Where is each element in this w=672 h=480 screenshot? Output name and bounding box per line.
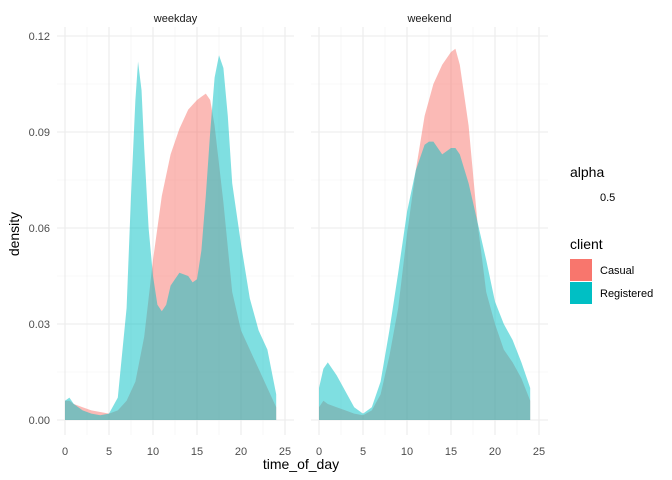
y-axis-tick-labels: 0.00 0.03 0.06 0.09 0.12 [29, 31, 50, 427]
x-tick-label: 15 [445, 446, 457, 458]
legend-alpha-value: 0.5 [600, 192, 615, 204]
x-tick-label: 0 [62, 446, 68, 458]
legend-alpha-title: alpha [570, 164, 604, 180]
density-areas-weekend [319, 48, 531, 421]
legend-label-casual: Casual [600, 265, 634, 277]
x-tick-label: 5 [106, 446, 112, 458]
legend: alpha 0.5 client Casual Registered [570, 164, 653, 304]
panel-weekday: weekday [57, 13, 294, 435]
x-tick-label: 20 [489, 446, 501, 458]
facet-label-weekday: weekday [153, 13, 198, 25]
y-tick-label: 0.06 [29, 223, 50, 235]
density-areas-weekday [65, 55, 277, 420]
density-area-registered-weekday [65, 55, 277, 420]
x-tick-label: 20 [235, 446, 247, 458]
y-tick-label: 0.03 [29, 319, 50, 331]
x-axis-tick-labels-weekend: 0 5 10 15 20 25 [316, 446, 545, 458]
x-tick-label: 25 [279, 446, 291, 458]
y-tick-label: 0.12 [29, 31, 50, 43]
x-tick-label: 10 [401, 446, 413, 458]
legend-client-title: client [570, 236, 603, 252]
x-axis-title: time_of_day [263, 456, 339, 472]
x-tick-label: 0 [316, 446, 322, 458]
legend-label-registered: Registered [600, 288, 653, 300]
panel-weekend: weekend [311, 13, 548, 435]
x-axis-tick-labels-weekday: 0 5 10 15 20 25 [62, 446, 291, 458]
density-area-registered-weekend [319, 141, 531, 420]
y-axis-title: density [6, 212, 22, 256]
x-tick-label: 15 [191, 446, 203, 458]
x-tick-label: 5 [360, 446, 366, 458]
x-tick-label: 25 [533, 446, 545, 458]
legend-key-registered [570, 282, 592, 304]
facet-label-weekend: weekend [406, 13, 451, 25]
y-tick-label: 0.09 [29, 127, 50, 139]
x-tick-label: 10 [147, 446, 159, 458]
legend-key-casual [570, 259, 592, 281]
y-tick-label: 0.00 [29, 415, 50, 427]
